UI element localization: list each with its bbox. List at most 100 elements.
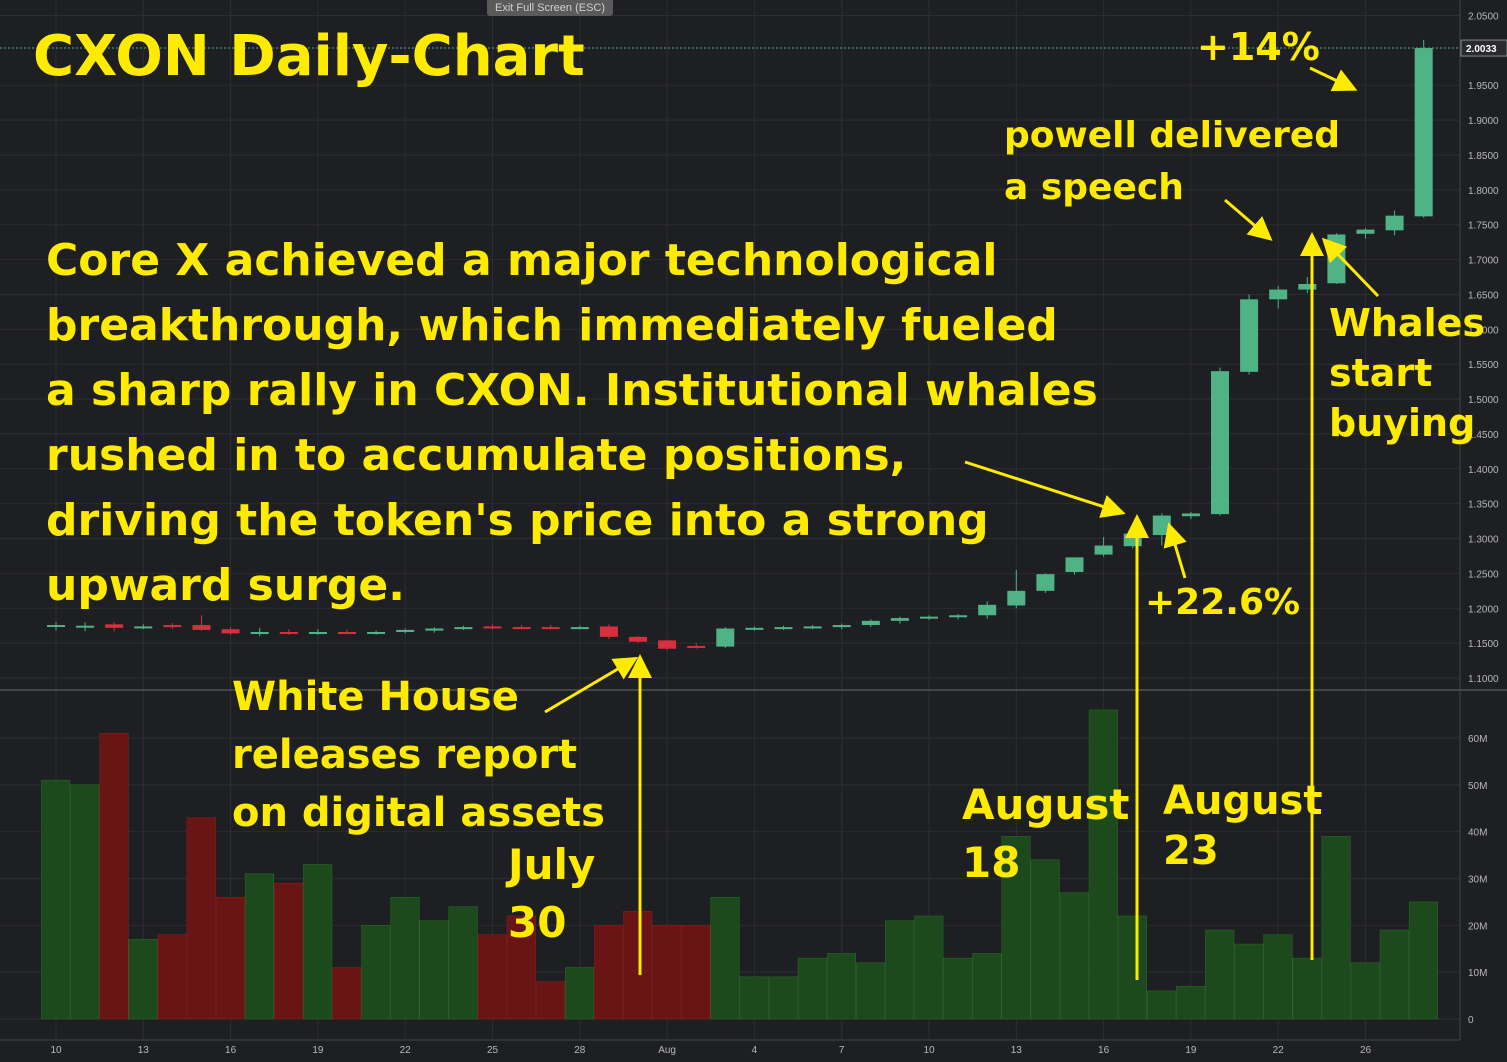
candle-body	[308, 631, 327, 634]
candle-body	[570, 627, 589, 630]
volume-bar	[1408, 901, 1439, 1020]
candle-body	[221, 629, 240, 634]
price-tick-label: 1.9500	[1468, 81, 1499, 92]
price-tick-label: 1.1500	[1468, 639, 1499, 650]
volume-bar	[419, 920, 449, 1020]
volume-bar	[768, 976, 798, 1020]
candle-body	[803, 626, 822, 629]
volume-bars	[41, 709, 1439, 1020]
candle-body	[1036, 574, 1055, 591]
price-tick-label: 2.0500	[1468, 11, 1499, 22]
candle-body	[716, 628, 735, 647]
white-house-annotation: White House releases report on digital a…	[232, 674, 605, 836]
candle-body	[396, 629, 415, 632]
candle-body	[1356, 229, 1375, 234]
candle-body	[454, 627, 473, 630]
volume-bar	[390, 896, 420, 1020]
price-tick-label: 1.7000	[1468, 256, 1499, 267]
volume-bar	[1059, 892, 1089, 1020]
candle-body	[483, 626, 502, 629]
volume-tick-label: 0	[1468, 1015, 1474, 1026]
candle-body	[1065, 557, 1084, 573]
volume-bar	[1350, 962, 1380, 1020]
powell-annotation: powell delivered a speech	[1004, 115, 1341, 208]
candle-body	[832, 625, 851, 628]
time-tick-label: 10	[50, 1045, 62, 1056]
price-tick-label: 1.2500	[1468, 569, 1499, 580]
volume-bar	[303, 864, 333, 1020]
time-tick-label: 13	[138, 1045, 150, 1056]
candle-body	[1007, 590, 1026, 606]
volume-bar	[1147, 990, 1177, 1020]
candle-body	[76, 625, 95, 628]
time-tick-label: 13	[1011, 1045, 1023, 1056]
time-tick-label: 19	[1185, 1045, 1197, 1056]
volume-tick-label: 20M	[1468, 921, 1487, 932]
aug23-annotation: August 23	[1163, 778, 1323, 874]
aug18-annotation: August 18	[962, 780, 1130, 887]
volume-bar	[186, 817, 216, 1020]
volume-bar	[332, 967, 362, 1020]
volume-bar	[1321, 836, 1351, 1020]
volume-tick-label: 30M	[1468, 875, 1487, 886]
candle-body	[250, 631, 269, 634]
candle-body	[978, 604, 997, 616]
volume-bar	[1379, 929, 1409, 1020]
volume-bar	[565, 967, 595, 1020]
volume-bar	[739, 976, 769, 1020]
price-tick-label: 1.3500	[1468, 500, 1499, 511]
exit-fullscreen-button[interactable]: Exit Full Screen (ESC)	[487, 0, 613, 16]
volume-bar	[1001, 836, 1031, 1020]
volume-bar	[1234, 943, 1264, 1020]
whales-annotation: Whales start buying	[1329, 301, 1486, 445]
volume-bar	[826, 953, 857, 1020]
candle-body	[105, 624, 124, 628]
volume-bar	[652, 925, 682, 1020]
time-tick-label: 4	[752, 1045, 758, 1056]
candle-body	[512, 627, 531, 630]
volume-bar	[594, 925, 624, 1020]
volume-bar	[914, 915, 944, 1020]
volume-tick-label: 60M	[1468, 734, 1487, 745]
candle-body	[1385, 215, 1404, 231]
price-tick-label: 1.5500	[1468, 360, 1499, 371]
candle-body	[920, 616, 938, 619]
volume-bar	[1205, 929, 1235, 1020]
candle-body	[1240, 299, 1259, 372]
volume-bar	[885, 920, 915, 1020]
volume-bar	[1030, 859, 1060, 1020]
price-tick-label: 1.5000	[1468, 395, 1499, 406]
volume-tick-label: 10M	[1468, 968, 1487, 979]
volume-bar	[41, 779, 71, 1020]
volume-bar	[943, 957, 973, 1020]
candle-body	[949, 615, 968, 618]
candle-body	[1211, 371, 1229, 515]
time-tick-label: 19	[312, 1045, 324, 1056]
volume-bar	[448, 906, 478, 1020]
candlesticks	[47, 39, 1433, 651]
volume-bar	[477, 934, 507, 1020]
candle-body	[774, 627, 793, 630]
arrow-gain-22	[1163, 522, 1187, 579]
candle-body	[425, 628, 444, 631]
candle-body	[1298, 283, 1317, 290]
annotation-arrows	[544, 66, 1380, 980]
gain-14-annotation: +14%	[1197, 25, 1320, 69]
volume-bar	[99, 733, 129, 1020]
candle-body	[861, 620, 880, 626]
volume-bar	[70, 784, 100, 1020]
candle-body	[599, 626, 618, 637]
volume-tick-label: 50M	[1468, 781, 1487, 792]
candle-body	[163, 625, 182, 628]
price-tick-label: 1.4500	[1468, 430, 1499, 441]
candle-body	[1094, 545, 1113, 555]
volume-bar	[157, 934, 187, 1020]
candle-body	[541, 627, 560, 630]
volume-tick-label: 40M	[1468, 828, 1487, 839]
price-tick-label: 1.8000	[1468, 186, 1499, 197]
volume-bar	[244, 873, 274, 1020]
price-tick-label: 1.3000	[1468, 535, 1499, 546]
price-tick-label: 1.7500	[1468, 221, 1499, 232]
volume-bar	[972, 953, 1002, 1020]
